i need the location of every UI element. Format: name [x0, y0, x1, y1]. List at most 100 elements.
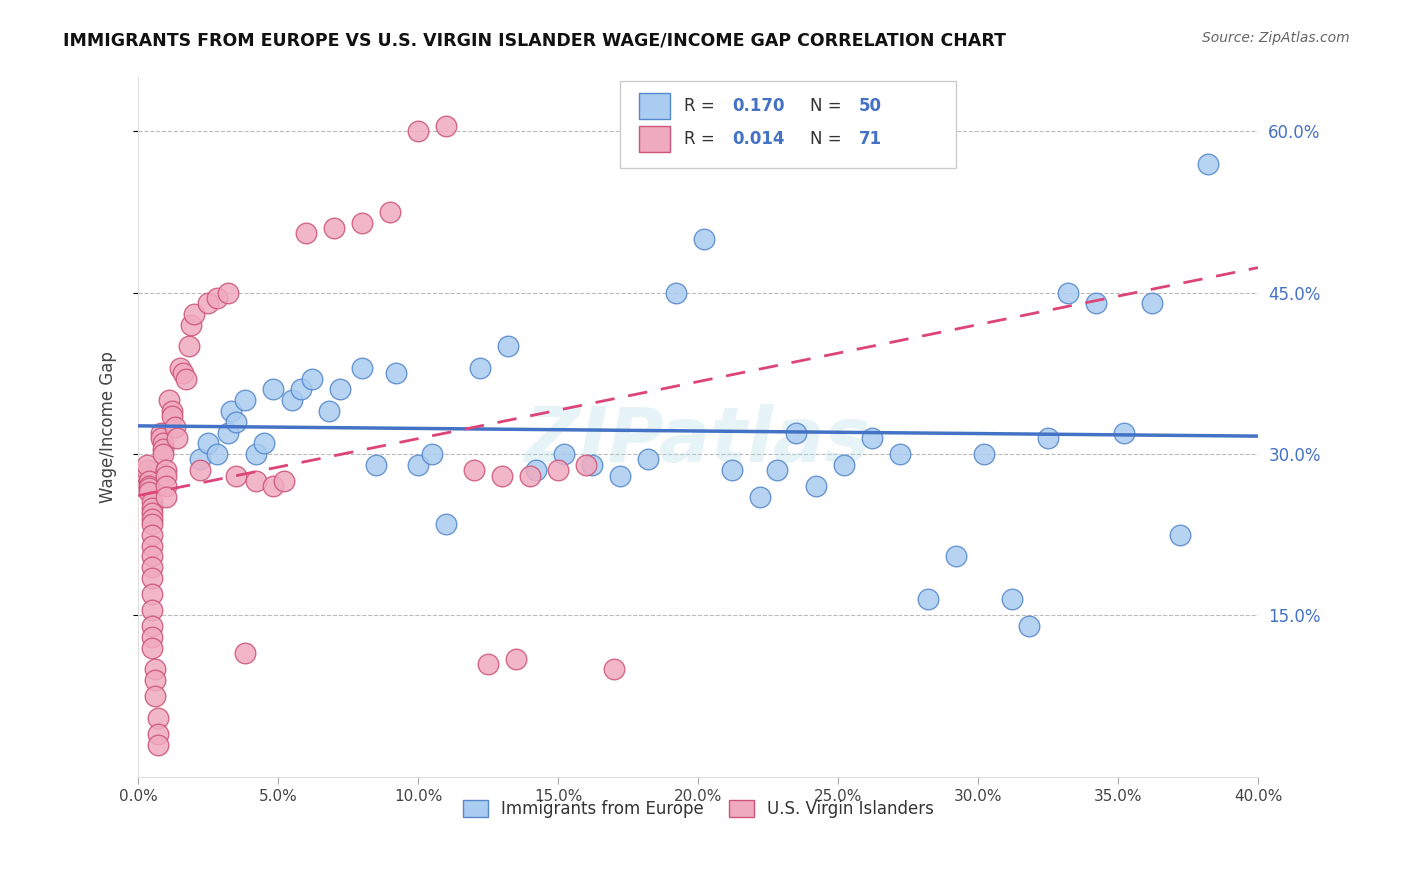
Point: [143, 673, 166, 687]
Point: [135, 458, 157, 472]
Point: [434, 119, 457, 133]
Point: [138, 474, 160, 488]
Point: [603, 662, 626, 676]
Point: [945, 549, 967, 564]
Point: [524, 463, 547, 477]
Point: [273, 474, 295, 488]
Point: [219, 404, 242, 418]
Point: [1112, 425, 1135, 440]
Point: [157, 393, 180, 408]
Point: [889, 447, 911, 461]
Point: [149, 431, 172, 445]
Point: [146, 738, 169, 752]
Point: [547, 463, 569, 477]
Point: [1001, 592, 1024, 607]
Point: [143, 662, 166, 676]
Point: [163, 420, 186, 434]
Point: [721, 463, 744, 477]
Point: [785, 425, 807, 440]
Point: [141, 571, 163, 585]
Point: [262, 479, 284, 493]
Point: [463, 463, 485, 477]
Point: [496, 339, 519, 353]
Point: [149, 425, 172, 440]
Point: [180, 318, 202, 332]
Point: [152, 436, 174, 450]
Point: [1038, 431, 1060, 445]
Point: [245, 447, 267, 461]
Point: [1018, 619, 1040, 633]
Point: [233, 646, 256, 660]
Point: [468, 361, 491, 376]
Text: N =: N =: [810, 97, 848, 115]
Point: [160, 404, 183, 418]
Point: [491, 468, 513, 483]
Point: [804, 479, 827, 493]
Text: Source: ZipAtlas.com: Source: ZipAtlas.com: [1202, 31, 1350, 45]
Point: [765, 463, 787, 477]
Point: [860, 431, 883, 445]
Point: [141, 560, 163, 574]
Point: [385, 367, 408, 381]
Point: [917, 592, 939, 607]
Point: [253, 436, 276, 450]
Point: [141, 495, 163, 509]
Point: [318, 404, 340, 418]
Point: [1168, 528, 1191, 542]
Point: [1057, 285, 1080, 300]
Point: [135, 463, 157, 477]
Legend: Immigrants from Europe, U.S. Virgin Islanders: Immigrants from Europe, U.S. Virgin Isla…: [456, 793, 941, 824]
Point: [197, 436, 219, 450]
Point: [323, 221, 346, 235]
Point: [205, 291, 228, 305]
Text: 0.014: 0.014: [733, 130, 785, 148]
Point: [188, 463, 211, 477]
Point: [205, 447, 228, 461]
Point: [406, 124, 429, 138]
Point: [553, 447, 575, 461]
Point: [141, 500, 163, 515]
Point: [138, 482, 160, 496]
Text: 0.170: 0.170: [733, 97, 785, 115]
Point: [135, 468, 157, 483]
Point: [141, 539, 163, 553]
Point: [233, 393, 256, 408]
Point: [281, 393, 304, 408]
Point: [352, 361, 374, 376]
FancyBboxPatch shape: [638, 93, 671, 120]
Text: R =: R =: [683, 130, 720, 148]
Point: [141, 528, 163, 542]
Point: [380, 205, 402, 219]
Point: [575, 458, 598, 472]
Point: [155, 490, 177, 504]
Point: [749, 490, 772, 504]
Point: [146, 727, 169, 741]
Point: [225, 415, 247, 429]
Point: [225, 468, 247, 483]
Point: [420, 447, 443, 461]
Point: [141, 630, 163, 644]
Point: [665, 285, 688, 300]
Y-axis label: Wage/Income Gap: Wage/Income Gap: [100, 351, 117, 503]
Point: [138, 479, 160, 493]
Point: [581, 458, 603, 472]
Point: [141, 603, 163, 617]
Point: [217, 425, 239, 440]
Point: [188, 452, 211, 467]
Point: [505, 651, 527, 665]
Point: [172, 367, 194, 381]
Point: [352, 216, 374, 230]
Point: [141, 619, 163, 633]
Point: [1197, 156, 1219, 170]
Text: N =: N =: [810, 130, 848, 148]
Point: [197, 296, 219, 310]
Text: 50: 50: [859, 97, 882, 115]
Point: [141, 516, 163, 531]
Point: [166, 431, 188, 445]
Point: [155, 463, 177, 477]
Point: [152, 447, 174, 461]
Point: [141, 506, 163, 520]
Point: [295, 227, 318, 241]
Point: [1085, 296, 1108, 310]
Point: [519, 468, 541, 483]
